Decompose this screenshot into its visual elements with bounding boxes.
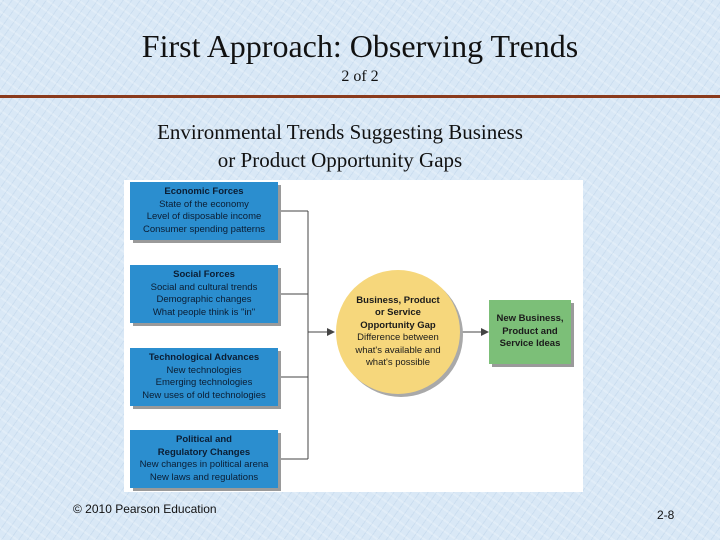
political-regulatory-line: New laws and regulations xyxy=(149,471,259,483)
diagram-connectors xyxy=(278,210,489,460)
social-forces-line: Social and cultural trends xyxy=(150,281,258,293)
political-regulatory-line: New changes in political arena xyxy=(139,459,269,470)
economic-forces-line: Level of disposable income xyxy=(146,211,262,222)
economic-forces-line: Consumer spending patterns xyxy=(143,223,265,235)
gap-title-line: or Service xyxy=(375,307,421,318)
section-heading: Environmental Trends Suggesting Business… xyxy=(120,118,560,174)
gap-description-line: Difference between xyxy=(357,332,439,343)
social-forces-title: Social Forces xyxy=(173,269,235,280)
technological-advances-line: New uses of old technologies xyxy=(142,389,266,401)
section-heading-line-2: or Product Opportunity Gaps xyxy=(217,148,463,172)
technological-advances-title: Technological Advances xyxy=(148,352,260,363)
new-ideas-box: New Business, Product and Service Ideas xyxy=(489,300,571,364)
economic-forces-title: Economic Forces xyxy=(164,186,244,197)
section-heading-line-1: Environmental Trends Suggesting Business xyxy=(157,120,523,144)
title-divider xyxy=(0,95,720,98)
new-ideas-line: Service Ideas xyxy=(499,338,561,350)
new-ideas-line: New Business, xyxy=(496,313,564,325)
social-forces-box: Social Forces Social and cultural trends… xyxy=(130,265,278,323)
gap-title-line: Opportunity Gap xyxy=(360,319,436,331)
political-regulatory-title: Political and xyxy=(176,434,232,445)
technological-advances-line: New technologies xyxy=(166,364,242,376)
opportunity-gap-circle: Business, Product or Service Opportunity… xyxy=(336,270,460,394)
gap-description-line: what's available and xyxy=(355,344,441,356)
opportunity-gap-diagram: Economic Forces State of the economy Lev… xyxy=(124,180,583,492)
copyright-footer: © 2010 Pearson Education xyxy=(73,502,217,516)
gap-title-line: Business, Product xyxy=(356,294,440,306)
social-forces-line: What people think is "in" xyxy=(152,306,256,318)
gap-description-line: what's possible xyxy=(365,357,431,368)
slide-title: First Approach: Observing Trends xyxy=(141,28,579,64)
arrowhead-to-gap xyxy=(327,328,335,336)
arrowhead-to-outcome xyxy=(481,328,489,336)
page-number: 2-8 xyxy=(657,508,675,522)
economic-forces-box: Economic Forces State of the economy Lev… xyxy=(130,182,278,240)
social-forces-line: Demographic changes xyxy=(156,294,252,305)
economic-forces-line: State of the economy xyxy=(159,198,249,210)
political-regulatory-box: Political and Regulatory Changes New cha… xyxy=(130,430,278,488)
technological-advances-line: Emerging technologies xyxy=(155,377,253,388)
technological-advances-box: Technological Advances New technologies … xyxy=(130,348,278,406)
new-ideas-line: Product and xyxy=(502,325,558,337)
slide-subtitle: 2 of 2 xyxy=(341,68,379,85)
political-regulatory-title-2: Regulatory Changes xyxy=(157,446,251,458)
